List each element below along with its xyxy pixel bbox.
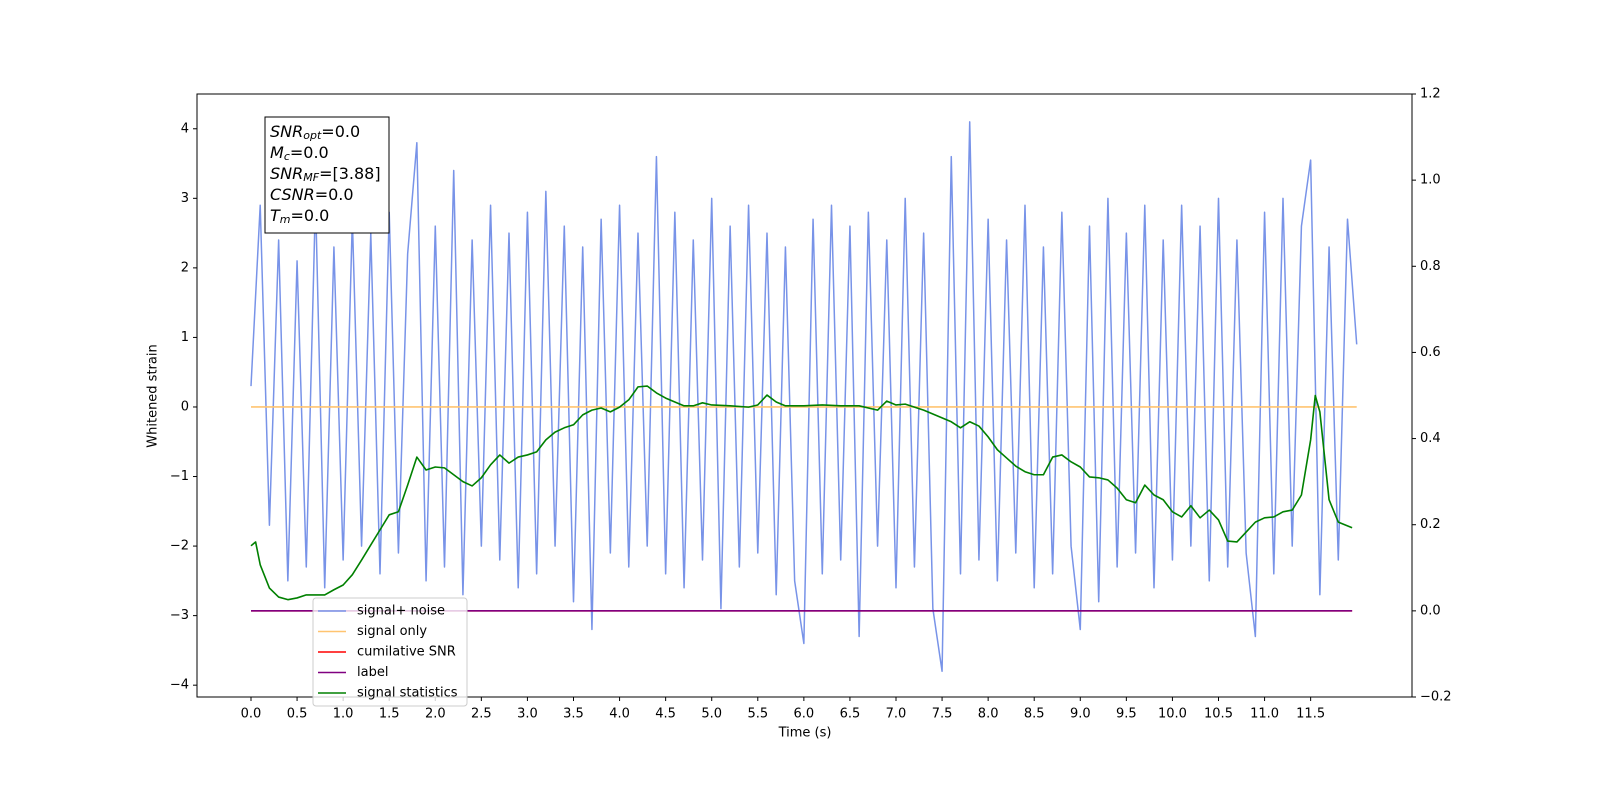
symbol: SNR xyxy=(270,122,303,141)
y2-tick-label: 1.2 xyxy=(1420,87,1441,102)
series-line xyxy=(250,121,1358,673)
y-tick-label: 3 xyxy=(181,191,189,206)
x-tick-label: 3.5 xyxy=(563,707,584,722)
y-tick-label: 2 xyxy=(181,260,189,275)
symbol: M xyxy=(270,143,284,162)
x-tick-label: 2.5 xyxy=(471,707,492,722)
series-line xyxy=(250,385,1353,601)
y2-tick-label: 0.8 xyxy=(1420,259,1441,274)
legend-label: signal+ noise xyxy=(357,604,445,619)
x-tick-label: 10.5 xyxy=(1204,707,1233,722)
y-tick-label: −1 xyxy=(170,469,189,484)
x-tick-label: 5.0 xyxy=(701,707,722,722)
symbol: T xyxy=(270,206,281,225)
x-tick-label: 4.5 xyxy=(655,707,676,722)
x-tick-label: 11.0 xyxy=(1250,707,1279,722)
x-tick-label: 3.0 xyxy=(517,707,538,722)
legend: signal+ noise signal only cumilative SNR la… xyxy=(312,597,468,707)
x-tick-label: 9.0 xyxy=(1070,707,1091,722)
y2-tick-label: 0.6 xyxy=(1420,345,1441,360)
legend-label: signal only xyxy=(357,624,427,639)
x-tick-label: 6.5 xyxy=(840,707,861,722)
legend-label: label xyxy=(357,665,388,680)
y2-tick-label: 0.0 xyxy=(1420,603,1441,618)
subscript: MF xyxy=(303,171,319,184)
y2-tick-label: 0.2 xyxy=(1420,517,1441,532)
x-tick-label: 5.5 xyxy=(747,707,768,722)
y-tick-label: −3 xyxy=(170,608,189,623)
x-tick-label: 7.0 xyxy=(886,707,907,722)
x-axis-label: Time (s) xyxy=(778,726,832,741)
y2-tick-label: −0.2 xyxy=(1420,690,1452,705)
subscript: c xyxy=(284,150,290,163)
x-tick-label: 10.0 xyxy=(1158,707,1187,722)
y2-tick-label: 1.0 xyxy=(1420,173,1441,188)
x-tick-label: 4.0 xyxy=(609,707,630,722)
value: =[3.88] xyxy=(319,164,381,183)
value: =0.0 xyxy=(315,185,354,204)
y2-tick-label: 0.4 xyxy=(1420,431,1441,446)
x-tick-label: 8.0 xyxy=(978,707,999,722)
x-tick-label: 9.5 xyxy=(1116,707,1137,722)
y-tick-label: 4 xyxy=(181,121,189,136)
y-axis-label: Whitened strain xyxy=(146,344,161,447)
text-box-line: SNRMF=[3.88] xyxy=(270,164,381,185)
y-tick-label: 1 xyxy=(181,330,189,345)
x-tick-label: 11.5 xyxy=(1296,707,1325,722)
text-box: SNRopt=0.0Mc=0.0SNRMF=[3.88]CSNR=0.0Tm=0… xyxy=(264,116,390,234)
y-tick-label: 0 xyxy=(181,399,189,414)
subscript: opt xyxy=(303,129,322,142)
text-box-line: CSNR=0.0 xyxy=(270,185,354,204)
subscript: m xyxy=(280,213,291,226)
x-tick-label: 2.0 xyxy=(425,707,446,722)
text-box-line: Tm=0.0 xyxy=(270,206,329,227)
axes-frame xyxy=(196,93,1413,698)
value: =0.0 xyxy=(291,206,330,225)
legend-label: signal statistics xyxy=(357,686,458,701)
x-tick-label: 1.5 xyxy=(379,707,400,722)
legend-frame xyxy=(312,597,468,707)
symbol: SNR xyxy=(270,164,303,183)
x-tick-label: 6.0 xyxy=(794,707,815,722)
text-box-frame xyxy=(264,116,390,234)
y-tick-label: −2 xyxy=(170,539,189,554)
text-box-line: SNRopt=0.0 xyxy=(270,122,360,143)
symbol: CSNR xyxy=(270,185,315,204)
legend-label: cumilative SNR xyxy=(357,645,456,660)
text-box-line: Mc=0.0 xyxy=(270,143,329,164)
x-tick-label: 0.0 xyxy=(241,707,262,722)
x-tick-label: 7.5 xyxy=(932,707,953,722)
x-tick-label: 0.5 xyxy=(287,707,308,722)
x-tick-label: 8.5 xyxy=(1024,707,1045,722)
value: =0.0 xyxy=(321,122,360,141)
x-tick-label: 1.0 xyxy=(333,707,354,722)
y-tick-label: −4 xyxy=(170,678,189,693)
value: =0.0 xyxy=(290,143,329,162)
